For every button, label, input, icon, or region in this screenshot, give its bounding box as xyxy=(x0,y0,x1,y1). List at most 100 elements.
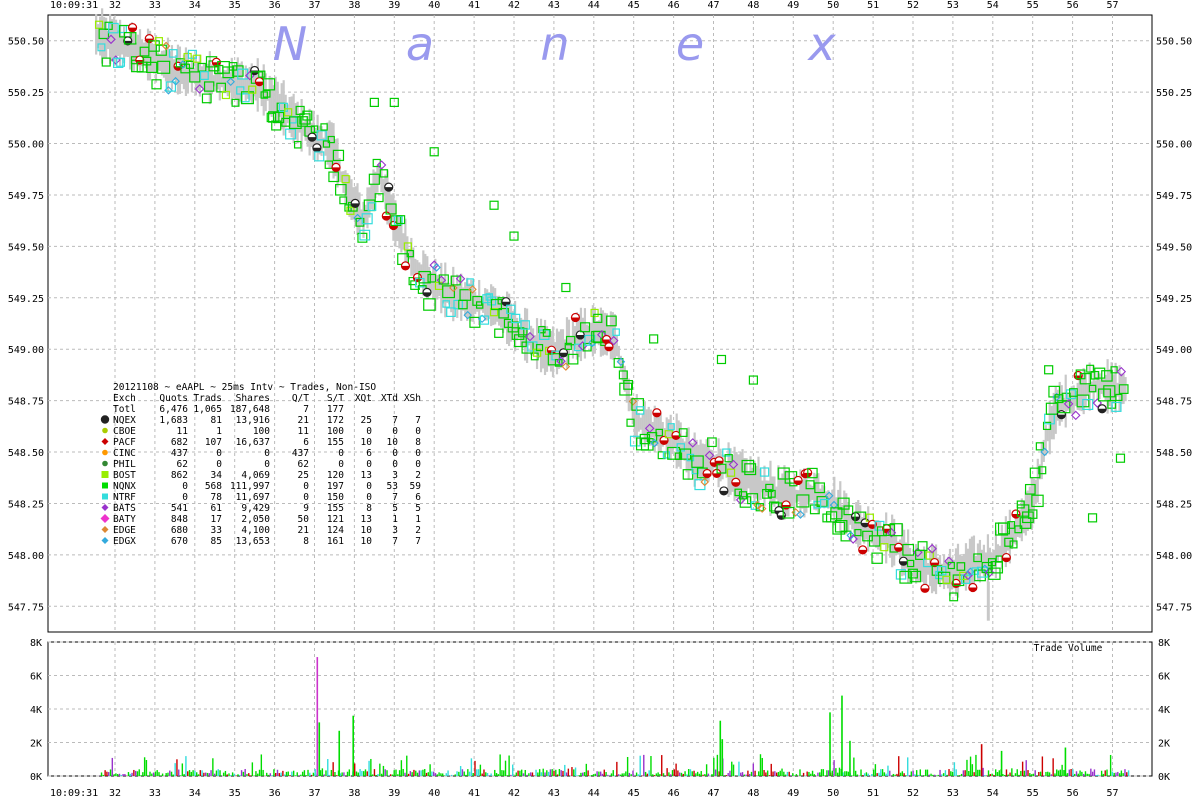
nqnx-trade-marker xyxy=(310,125,319,133)
volume-bar xyxy=(456,771,458,776)
x-tick-label-top: 54 xyxy=(987,0,999,11)
legend-row-cell: 0 xyxy=(182,492,188,503)
nbbo-quote-bar xyxy=(631,399,634,425)
ntrf-trade-marker xyxy=(510,313,521,324)
volume-bar xyxy=(959,775,961,776)
volume-bar xyxy=(1117,771,1119,776)
volume-bar xyxy=(215,770,218,776)
legend-row-cell: 21 xyxy=(298,415,310,426)
volume-bar xyxy=(942,773,945,776)
legend-row-cell: 107 xyxy=(205,437,222,448)
volume-bar xyxy=(380,773,383,776)
nbbo-quote-bar xyxy=(470,279,473,322)
volume-bar xyxy=(404,772,406,776)
legend-marker xyxy=(101,504,109,511)
volume-spike-bar xyxy=(1000,750,1003,776)
nqnx-trade-marker xyxy=(974,569,986,582)
volume-bar xyxy=(176,759,178,776)
nqnx-trade-marker xyxy=(262,78,276,91)
edgx-trade-marker xyxy=(463,310,472,320)
volume-bar xyxy=(424,769,426,776)
nqnx-trade-marker xyxy=(734,488,743,497)
nbbo-quote-bar xyxy=(675,413,678,469)
volume-bar xyxy=(991,773,993,776)
bats-trade-marker xyxy=(927,543,937,554)
volume-bar xyxy=(596,771,598,776)
pacf-trade-marker xyxy=(412,272,423,283)
volume-bar xyxy=(1109,754,1112,776)
volume-bar xyxy=(240,770,243,776)
volume-bar xyxy=(188,770,191,776)
volume-bar xyxy=(817,772,819,776)
nqnx-trade-marker xyxy=(956,562,966,571)
nbbo-quote-bar xyxy=(190,55,194,93)
volume-bar xyxy=(1057,770,1060,776)
nbbo-quote-bar xyxy=(763,465,766,507)
nbbo-quote-bar xyxy=(849,513,852,525)
nbbo-quote-bar xyxy=(561,329,565,365)
volume-bar xyxy=(179,775,182,776)
nqnx-trade-marker xyxy=(240,91,254,105)
volume-bar xyxy=(251,762,254,776)
nbbo-quote-bar xyxy=(745,458,748,499)
legend-row-cell: 11 xyxy=(177,426,189,437)
volume-bar xyxy=(968,771,970,776)
nbbo-quote-bar xyxy=(986,534,990,583)
nbbo-quote-bar xyxy=(124,35,128,57)
volume-bar xyxy=(605,772,607,776)
volume-bar xyxy=(887,765,889,776)
nbbo-quote-bar xyxy=(1012,523,1015,544)
edge-trade-marker xyxy=(628,397,638,406)
ntrf-trade-marker xyxy=(199,71,209,80)
nbbo-quote-bar xyxy=(519,317,523,347)
legend-row-cell: 5 xyxy=(392,503,398,514)
volume-bar xyxy=(619,774,622,776)
nqnx-trade-marker xyxy=(682,469,694,480)
x-tick-label-bottom: 39 xyxy=(388,788,400,799)
legend-row-cell: 13 xyxy=(361,470,372,481)
ntrf-trade-marker xyxy=(895,569,907,580)
pacf-trade-marker xyxy=(731,477,741,487)
volume-bar xyxy=(115,773,117,776)
nbbo-quote-bar xyxy=(691,442,694,475)
volume-bar xyxy=(802,772,805,776)
y-tick-label-left: 548.00 xyxy=(8,551,44,562)
volume-bar xyxy=(359,769,361,776)
volume-bar xyxy=(476,769,478,776)
nbbo-quote-bar xyxy=(464,282,467,317)
nbbo-quote-bar xyxy=(589,322,593,344)
volume-bar xyxy=(1072,769,1074,776)
volume-spike-bar xyxy=(316,657,319,776)
ntrf-trade-marker xyxy=(722,448,731,457)
volume-bar xyxy=(100,772,103,776)
nbbo-low-wick xyxy=(986,581,990,621)
nbbo-quote-bar xyxy=(891,514,894,568)
nqnx-trade-marker xyxy=(716,463,727,474)
legend-row-cell: 161 xyxy=(327,536,344,547)
nbbo-quote-bar xyxy=(276,81,279,124)
nbbo-quote-bar xyxy=(240,61,243,104)
pacf-trade-marker xyxy=(652,408,662,418)
nbbo-quote-bar xyxy=(769,460,772,516)
bats-trade-marker xyxy=(525,331,535,342)
ntrf-trade-marker xyxy=(574,343,582,352)
volume-bar xyxy=(485,772,487,776)
volume-bar xyxy=(1009,772,1011,776)
nbbo-quote-bar xyxy=(567,319,571,364)
legend-row-cell: 6 xyxy=(303,437,309,448)
nbbo-quote-bar xyxy=(926,563,930,575)
volume-bar xyxy=(379,763,381,776)
nqnx-trade-marker xyxy=(739,496,752,508)
volume-y-tick-left: 8K xyxy=(30,638,42,649)
volume-bar xyxy=(257,773,259,776)
nbbo-quote-bar xyxy=(426,256,429,299)
nqnx-trade-marker xyxy=(908,568,918,579)
nqnx-trade-marker xyxy=(302,110,313,121)
volume-bar xyxy=(960,773,963,776)
nbbo-quote-bar xyxy=(358,192,361,234)
edgx-trade-marker xyxy=(966,567,975,577)
nbbo-quote-bar xyxy=(829,493,832,509)
x-tick-label-bottom: 33 xyxy=(149,788,161,799)
nbbo-quote-bar xyxy=(406,236,409,263)
bats-trade-marker xyxy=(608,335,619,346)
